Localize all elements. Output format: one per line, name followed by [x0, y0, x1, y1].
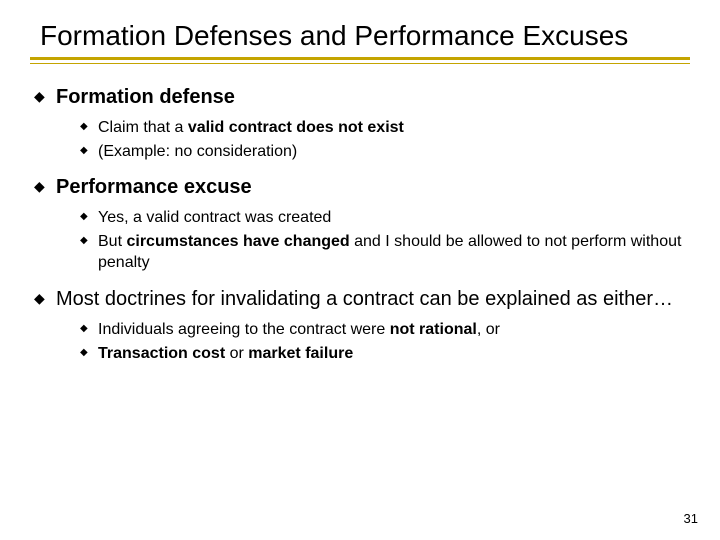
bullet-list: Formation defense Claim that a valid con…: [34, 86, 690, 364]
sub-item: Transaction cost or market failure: [80, 343, 690, 365]
l1-body: Most doctrines for invalidating a contra…: [56, 288, 673, 310]
sub-text: Individuals agreeing to the contract wer…: [98, 321, 390, 338]
page-number: 31: [684, 511, 698, 526]
sub-item: Claim that a valid contract does not exi…: [80, 117, 690, 139]
sub-bold: market failure: [248, 345, 353, 362]
sub-text: , or: [477, 321, 500, 338]
sub-text: Yes, a valid contract was created: [98, 209, 331, 226]
title-underline: [30, 57, 690, 64]
sub-bold: valid contract does not exist: [188, 119, 404, 136]
sub-list: Claim that a valid contract does not exi…: [80, 117, 690, 162]
sub-list: Individuals agreeing to the contract wer…: [80, 319, 690, 364]
sub-bold: not rational: [390, 321, 477, 338]
slide-container: Formation Defenses and Performance Excus…: [0, 0, 720, 364]
l1-head: Performance excuse: [56, 176, 252, 198]
list-item: Performance excuse Yes, a valid contract…: [34, 176, 690, 274]
l1-head: Formation defense: [56, 86, 235, 108]
sub-text: Claim that a: [98, 119, 188, 136]
sub-item: Individuals agreeing to the contract wer…: [80, 319, 690, 341]
sub-item: But circumstances have changed and I sho…: [80, 231, 690, 274]
sub-item: (Example: no consideration): [80, 141, 690, 163]
sub-text: But: [98, 233, 126, 250]
list-item: Most doctrines for invalidating a contra…: [34, 288, 690, 364]
sub-list: Yes, a valid contract was created But ci…: [80, 207, 690, 274]
sub-item: Yes, a valid contract was created: [80, 207, 690, 229]
sub-bold: Transaction cost: [98, 345, 225, 362]
sub-text: or: [225, 345, 248, 362]
page-title: Formation Defenses and Performance Excus…: [40, 18, 690, 53]
sub-bold: circumstances have changed: [126, 233, 349, 250]
sub-text: (Example: no consideration): [98, 143, 297, 160]
list-item: Formation defense Claim that a valid con…: [34, 86, 690, 162]
